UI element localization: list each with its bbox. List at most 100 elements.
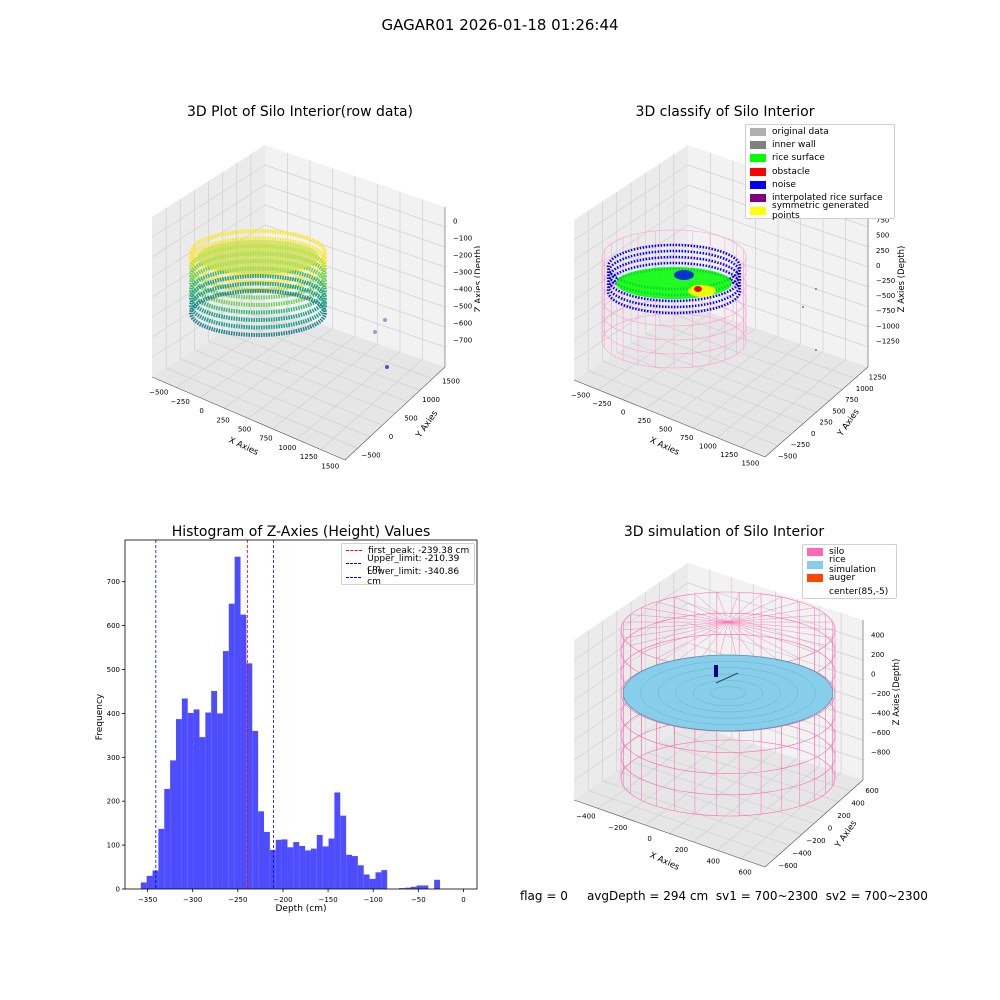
grid-line (693, 758, 798, 843)
axis-edge (573, 379, 766, 458)
legend-swatch (750, 154, 766, 163)
noise-cluster (674, 270, 694, 280)
y-tick-label: 200 (837, 812, 850, 820)
histogram-bar (351, 856, 358, 889)
noise-ring (606, 255, 742, 303)
histogram-chart: −350 −300 −250 −200 −150 −100 −50 0 0 100 200 300 40… (95, 539, 478, 914)
legend-entry: obstacle (746, 165, 894, 178)
histogram-bar (340, 815, 347, 889)
x-tick-label: −250 (228, 896, 247, 904)
grid-line (236, 322, 421, 391)
rice-surface-mesh (640, 661, 816, 725)
y-tick-label: 0 (116, 886, 120, 894)
grid-line (673, 314, 856, 379)
grid-line (151, 204, 266, 278)
silo-roof-wire (727, 596, 782, 623)
z-tick-label: 750 (876, 217, 889, 225)
axis-edge (764, 779, 864, 868)
obstacle-point (694, 286, 702, 292)
x-tick-label: −200 (273, 896, 292, 904)
raw-3d-plot: −500−2500250500750100012501500−500050010… (149, 145, 480, 470)
sv2-text: sv2 = 700~2300 (825, 889, 928, 903)
axis-edge (573, 799, 766, 868)
axis-edge (151, 376, 346, 461)
y-tick-label: −600 (778, 862, 797, 870)
grid-line (222, 331, 408, 403)
y-tick-label: 0 (811, 430, 815, 438)
z-tick-label: −1250 (876, 337, 900, 345)
x-tick-label: −300 (183, 896, 202, 904)
x-tick-label: −250 (171, 398, 190, 406)
y-tick-label: 500 (107, 666, 120, 674)
y-tick-label: 700 (107, 578, 120, 586)
x-tick-label: 600 (738, 868, 751, 876)
silo-roof-wire (656, 621, 729, 659)
grid-line (573, 184, 689, 261)
legend-label: first_peak: -239.38 cm (368, 545, 470, 556)
y-axis-label: Y Axies (414, 408, 441, 440)
floor-pane (152, 305, 445, 460)
figure-title: GAGAR01 2026-01-18 01:26:44 (381, 16, 619, 34)
legend-entry: original data (746, 125, 894, 138)
legend-label: obstacle (772, 166, 810, 177)
legend-swatch (807, 560, 823, 569)
y-tick-label: −250 (791, 441, 810, 449)
histogram-bar (158, 828, 165, 889)
silo-roof-wire (630, 614, 729, 623)
grid-line (320, 358, 423, 450)
status-footer: flag = 0 avgDepth = 294 cm sv1 = 700~230… (520, 889, 928, 903)
grid-line (740, 358, 846, 448)
legend-label: noise (772, 179, 796, 190)
grid-line (717, 765, 820, 851)
raw-point-ring (189, 236, 327, 285)
histogram-bar (305, 850, 311, 889)
silo-roof-wire (630, 621, 729, 646)
outlier-point (815, 349, 817, 351)
y-tick-label: −500 (361, 452, 380, 460)
z-tick-label: −400 (871, 709, 890, 717)
legend-label: auger (829, 573, 856, 584)
raw-outlier-point (385, 365, 389, 369)
y-tick-label: 500 (832, 407, 845, 415)
x-tick-label: −500 (149, 389, 168, 397)
z-tick-label: −500 (453, 303, 472, 311)
raw-point-interior (197, 240, 319, 274)
histogram-bar (152, 870, 159, 889)
axis-edge (764, 366, 869, 458)
legend-line-swatch (346, 576, 362, 578)
legend-entry: auger (803, 572, 896, 585)
grid-line (264, 164, 446, 228)
y-tick-label: −400 (792, 849, 811, 857)
histogram-bar (346, 854, 352, 889)
histogram-bar (434, 879, 440, 889)
grid-line (272, 343, 378, 430)
legend-line-swatch (346, 550, 362, 552)
legend-label: center(85,-5) (829, 586, 889, 597)
silo-roof-wire (674, 621, 729, 664)
x-tick-label: 1000 (278, 444, 296, 452)
auger-marker (714, 665, 718, 677)
x-tick-label: 1500 (741, 460, 759, 468)
y-axis-label: Y Axies (833, 818, 860, 850)
legend-swatch (750, 207, 766, 216)
legend-entry: rice simulation (803, 555, 896, 575)
histogram-bar (234, 556, 241, 889)
z-tick-label: −600 (453, 320, 472, 328)
histogram-title: Histogram of Z-Axies (Height) Values (171, 524, 431, 540)
z-tick-label: −500 (876, 292, 895, 300)
x-tick-label: −250 (592, 400, 611, 408)
histogram-bar (287, 847, 294, 889)
x-tick-label: 750 (680, 434, 693, 442)
x-tick-label: −500 (571, 391, 590, 399)
simulation-legend: silo rice simulation auger center(85,-5) (802, 544, 897, 600)
histogram-bar (205, 712, 212, 889)
grid-line (659, 741, 839, 803)
histogram-frame (124, 539, 478, 890)
histogram-bar (316, 835, 323, 889)
histogram-ylabel: Frequency (95, 693, 105, 740)
legend-swatch (807, 547, 823, 556)
rice-simulation-surface (622, 654, 834, 732)
rice-surface-mesh (675, 673, 781, 713)
auger-shaft (715, 672, 739, 684)
silo-roof-wire (641, 607, 729, 623)
